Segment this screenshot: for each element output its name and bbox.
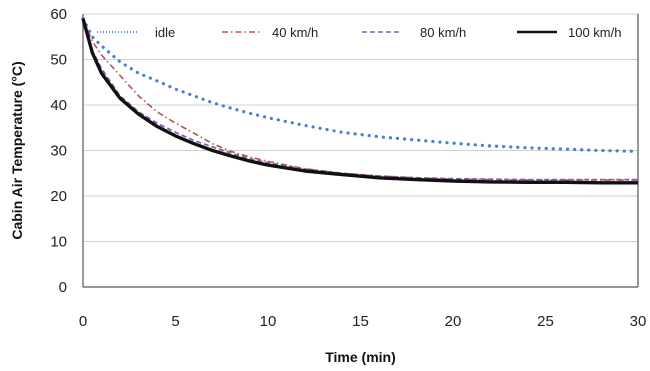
x-axis-label: Time (min) [325,349,396,365]
series-line-0 [81,17,640,153]
series-line-2 [82,18,638,181]
grid [83,13,638,242]
legend-label-0: idle [155,25,175,40]
axes [82,14,639,288]
y-tick-label: 20 [50,188,67,205]
legend: idle 40 km/h 80 km/h 100 km/h [97,25,621,40]
x-tick-label: 20 [445,313,462,330]
y-axis-label: Cabin Air Temperature (°C) [9,61,25,239]
x-tick-label: 15 [352,313,369,330]
legend-label-3: 100 km/h [568,25,621,40]
x-tick-label: 25 [537,313,554,330]
x-tick-label: 5 [171,313,179,330]
series-line-1 [82,18,638,181]
x-tick-label: 0 [79,313,87,330]
y-tick-label: 40 [50,97,67,114]
y-tick-label: 50 [50,52,67,69]
legend-label-1: 40 km/h [272,25,318,40]
x-tick-label: 10 [260,313,277,330]
tick-labels: 0 10 20 30 40 50 60 0 5 10 15 20 25 30 [50,6,646,330]
x-tick-label: 30 [630,313,647,330]
series-lines [81,17,640,185]
series-line-3 [81,18,638,185]
y-tick-label: 0 [59,279,67,296]
y-tick-label: 60 [50,6,67,23]
legend-label-2: 80 km/h [420,25,466,40]
y-tick-label: 30 [50,143,67,160]
y-tick-label: 10 [50,234,67,251]
